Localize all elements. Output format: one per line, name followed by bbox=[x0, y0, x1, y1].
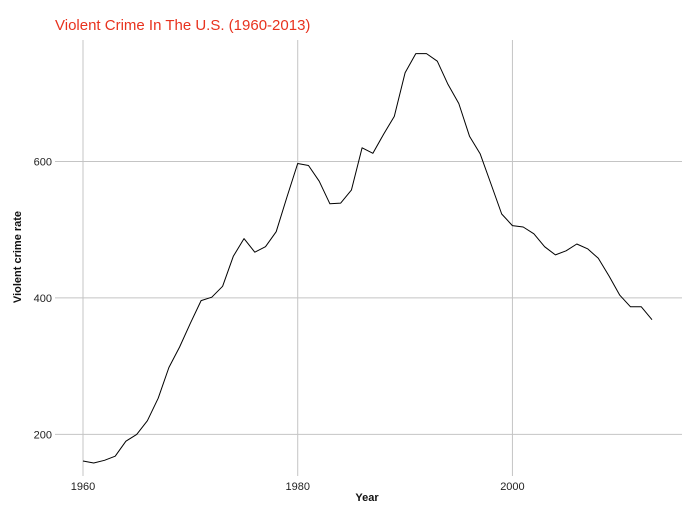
x-tick-label: 1960 bbox=[71, 481, 95, 493]
x-axis-label: Year bbox=[355, 492, 379, 504]
chart-title: Violent Crime In The U.S. (1960-2013) bbox=[55, 17, 310, 34]
y-tick-label: 400 bbox=[34, 293, 52, 305]
y-tick-label: 600 bbox=[34, 156, 52, 168]
y-tick-label: 200 bbox=[34, 429, 52, 441]
series-line-violent-crime-rate bbox=[82, 53, 653, 464]
x-tick-label: 1980 bbox=[285, 481, 309, 493]
y-axis-label: Violent crime rate bbox=[12, 211, 24, 303]
tick-labels: 1960 1980 2000 200 400 600 bbox=[34, 156, 525, 493]
gridlines bbox=[55, 40, 682, 476]
x-tick-label: 2000 bbox=[500, 481, 524, 493]
